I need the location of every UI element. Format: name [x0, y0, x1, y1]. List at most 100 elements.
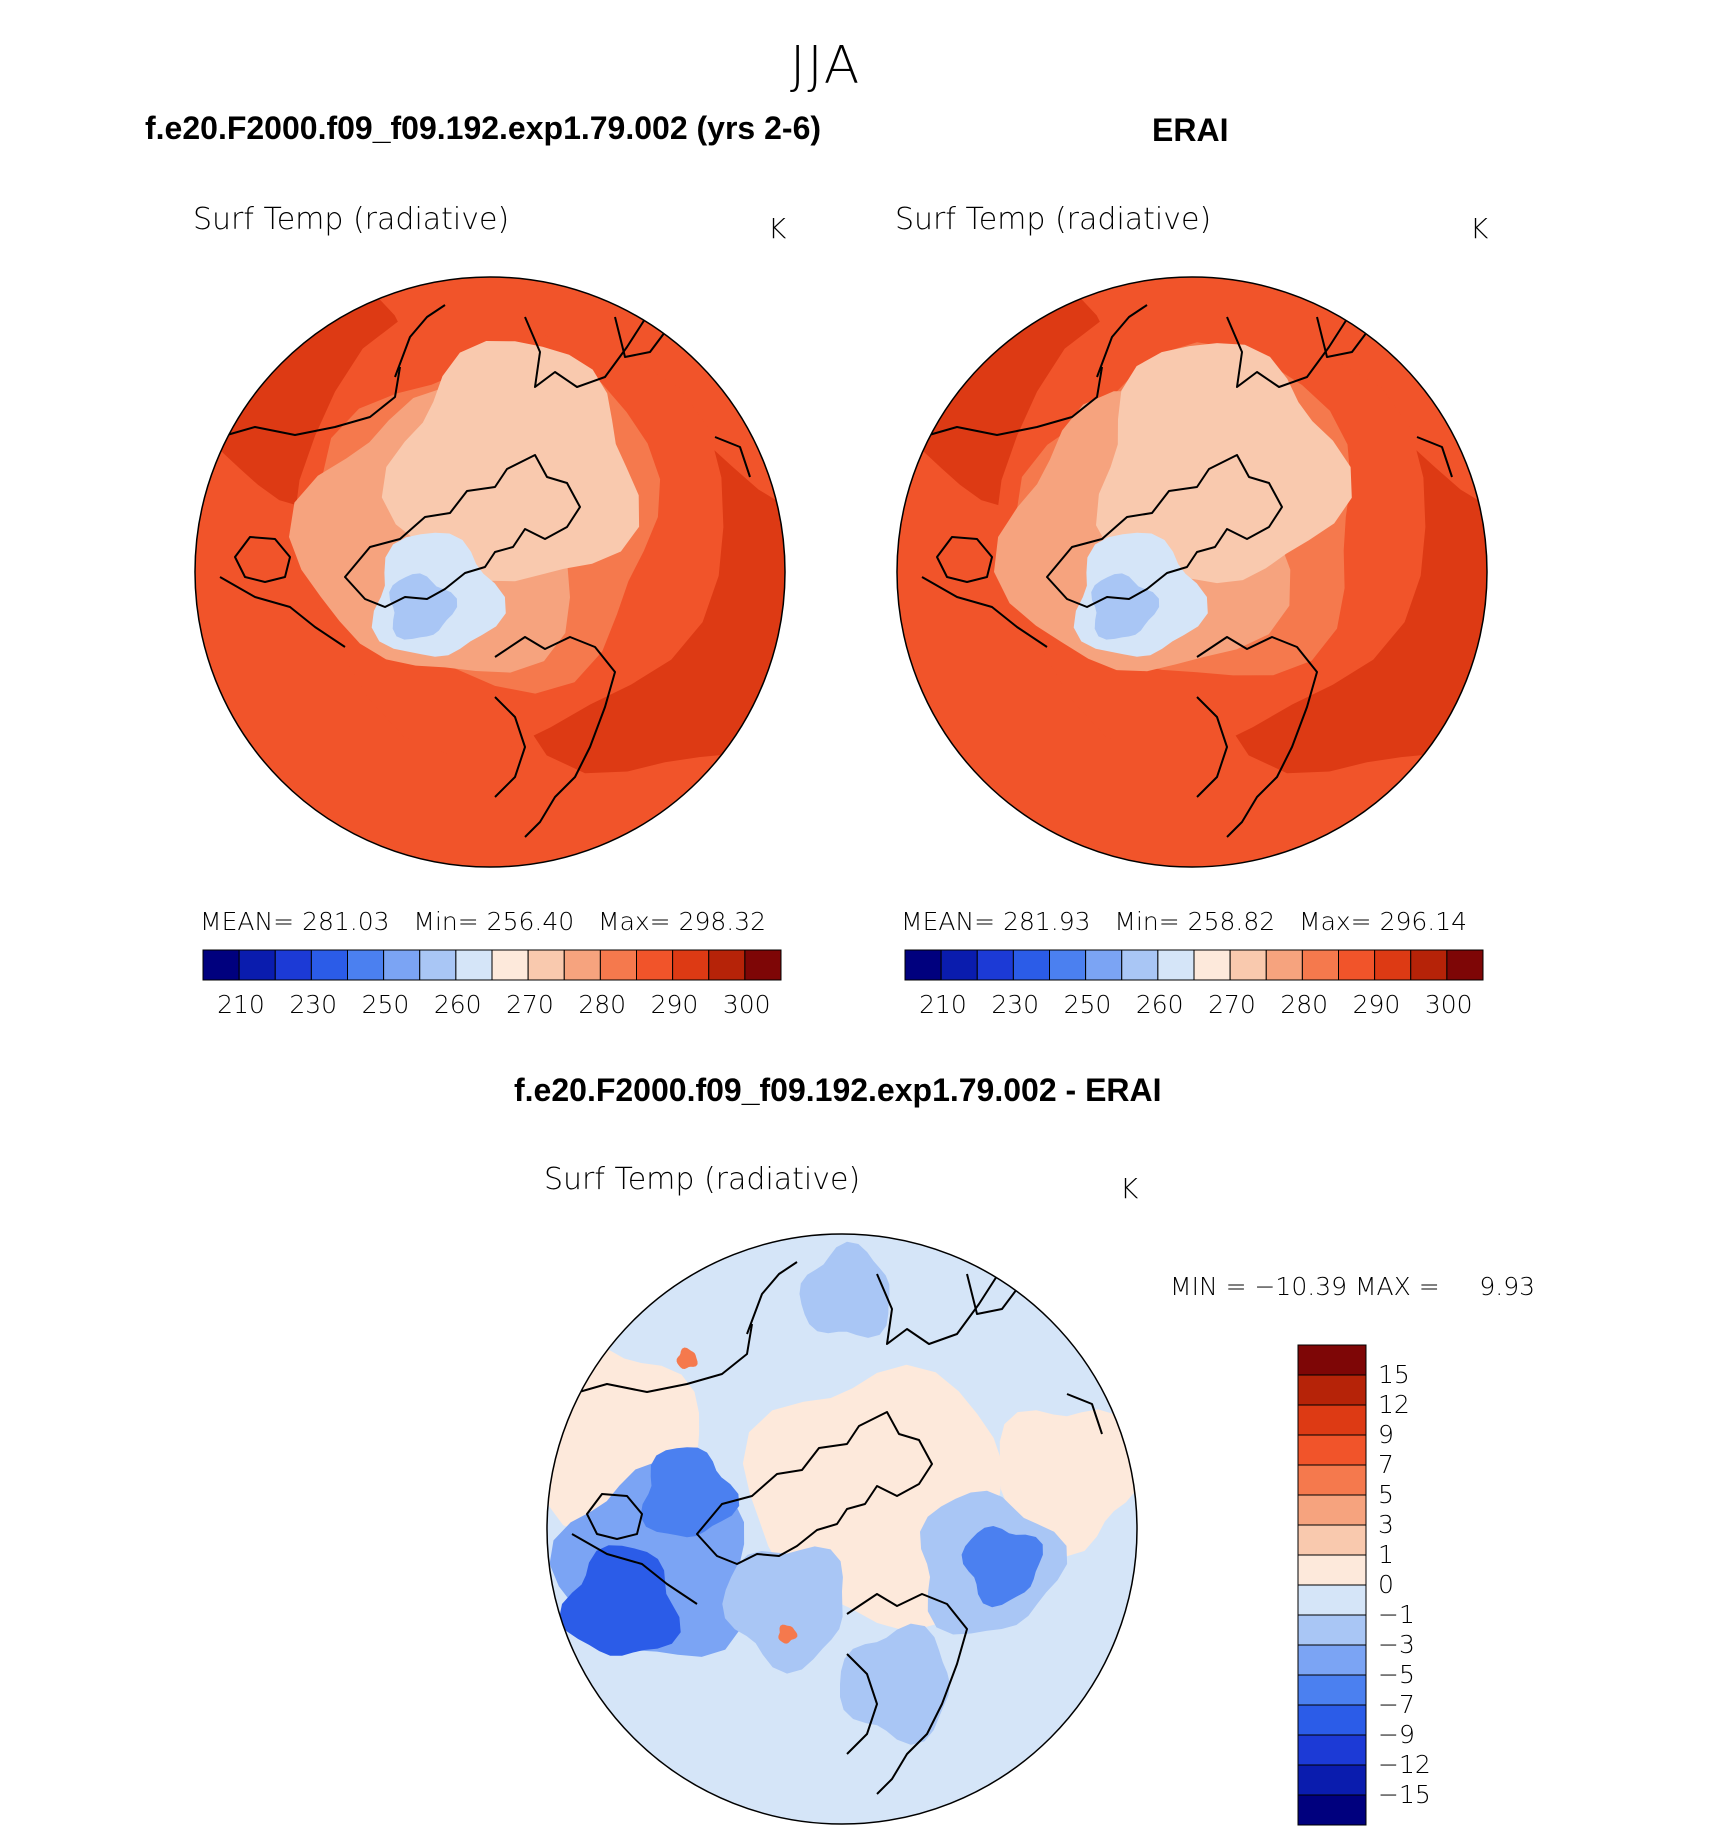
coastline [219, 576, 346, 648]
map-boundary [896, 276, 1488, 868]
colorbar-swatch [347, 949, 385, 981]
coastline [1196, 636, 1318, 838]
colorbar-swatch [1121, 949, 1159, 981]
model-case-title: f.e20.F2000.f09_f09.192.exp1.79.002 (yrs… [145, 110, 822, 146]
coastline [714, 436, 751, 478]
contour-region [799, 1241, 890, 1338]
coastline [1196, 696, 1228, 798]
coastline [921, 366, 1103, 438]
colorbar-swatch [1049, 949, 1087, 981]
colorbar-swatch [491, 949, 529, 981]
colorbar-swatch [202, 949, 240, 981]
contour-region [1091, 573, 1160, 640]
model-mean-label: MEAN= [200, 907, 295, 936]
colorbar-tick-label: −15 [1378, 1780, 1431, 1809]
colorbar-tick-label: 260 [433, 990, 482, 1019]
coastline [1046, 454, 1283, 608]
colorbar-tick-label: −3 [1378, 1630, 1415, 1659]
obs-units: K [1470, 212, 1489, 245]
coastline [696, 1411, 933, 1565]
model-stats: MEAN= 281.03 Min= 256.40 Max= 298.32 [200, 907, 766, 936]
obs-case-title: ERAI [1152, 112, 1229, 148]
colorbar-swatch [636, 949, 674, 981]
contour-region [1096, 343, 1352, 584]
colorbar-tick-label: 210 [919, 990, 967, 1019]
model-min-value: 256.40 [486, 907, 575, 936]
colorbar-tick-label: 250 [1063, 990, 1112, 1019]
coastline [846, 1593, 968, 1795]
colorbar-swatch [1297, 1404, 1367, 1436]
model-min-label: Min= [413, 907, 479, 936]
colorbar-swatch [1265, 949, 1303, 981]
colorbar-tick-label: 280 [578, 990, 627, 1019]
diff-minmax-label: MIN = −10.39 MAX = [1170, 1272, 1440, 1301]
colorbar-swatch [1297, 1524, 1367, 1556]
colorbar-tick-label: 290 [1352, 990, 1401, 1019]
colorbar-swatch [419, 949, 457, 981]
coastline [746, 1261, 798, 1335]
colorbar-tick-label: 270 [506, 990, 554, 1019]
obs-min-label: Min= [1114, 907, 1180, 936]
difference-colorbar [1297, 1344, 1367, 1826]
colorbar-tick-label: 7 [1378, 1450, 1394, 1479]
colorbar-swatch [310, 949, 348, 981]
colorbar-swatch [599, 949, 637, 981]
colorbar-swatch [1297, 1374, 1367, 1406]
contour-region [640, 1447, 740, 1538]
colorbar-swatch [1297, 1464, 1367, 1496]
colorbar-swatch [1229, 949, 1267, 981]
colorbar-swatch [1157, 949, 1195, 981]
obs-map [896, 276, 1488, 868]
colorbar-tick-label: 300 [722, 990, 771, 1019]
diff-case-title: f.e20.F2000.f09_f09.192.exp1.79.002 - ER… [514, 1072, 1162, 1108]
colorbar-tick-label: 3 [1378, 1510, 1394, 1539]
colorbar-swatch [1410, 949, 1448, 981]
colorbar-swatch [940, 949, 978, 981]
colorbar-tick-label: 5 [1378, 1480, 1394, 1509]
colorbar-swatch [1085, 949, 1123, 981]
diff-units: K [1120, 1172, 1139, 1205]
colorbar-swatch [563, 949, 601, 981]
obs-variable-title: Surf Temp (radiative) [895, 202, 1212, 237]
colorbar-swatch [1446, 949, 1484, 981]
contour-region [389, 573, 458, 640]
colorbar-swatch [1297, 1494, 1367, 1526]
obs-mean-label: MEAN= [901, 907, 996, 936]
coastline [344, 454, 581, 608]
coastline [219, 366, 401, 438]
colorbar-swatch [1297, 1674, 1367, 1706]
model-map [194, 276, 786, 868]
colorbar-tick-label: −9 [1378, 1720, 1415, 1749]
colorbar-swatch [1297, 1794, 1367, 1826]
colorbar-tick-label: 0 [1378, 1570, 1394, 1599]
colorbar-tick-label: −1 [1378, 1600, 1415, 1629]
colorbar-tick-label: 250 [361, 990, 410, 1019]
colorbar-swatch [1301, 949, 1339, 981]
colorbar-tick-label: 9 [1378, 1420, 1394, 1449]
contour-region [840, 1623, 950, 1745]
colorbar-tick-label: 270 [1208, 990, 1256, 1019]
obs-max-label: Max= [1299, 907, 1372, 936]
colorbar-swatch [527, 949, 565, 981]
model-max-value: 298.32 [678, 907, 767, 936]
colorbar-tick-label: 300 [1424, 990, 1473, 1019]
colorbar-tick-label: −7 [1378, 1690, 1415, 1719]
model-mean-value: 281.03 [302, 907, 390, 936]
colorbar-swatch [274, 949, 312, 981]
colorbar-swatch [904, 949, 942, 981]
coastline [614, 316, 666, 358]
difference-map [546, 1233, 1138, 1825]
coastline [586, 1493, 643, 1540]
coastline [1066, 1393, 1103, 1435]
contour-region [722, 1546, 843, 1674]
coastline [1316, 316, 1368, 358]
diff-variable-title: Surf Temp (radiative) [544, 1162, 861, 1197]
coastline [921, 576, 1048, 648]
model-max-label: Max= [598, 907, 671, 936]
colorbar-tick-label: 230 [991, 990, 1040, 1019]
colorbar-swatch [976, 949, 1014, 981]
colorbar-tick-label: 210 [217, 990, 265, 1019]
map-boundary [194, 276, 786, 868]
contour-region [381, 341, 640, 582]
colorbar-swatch [744, 949, 782, 981]
